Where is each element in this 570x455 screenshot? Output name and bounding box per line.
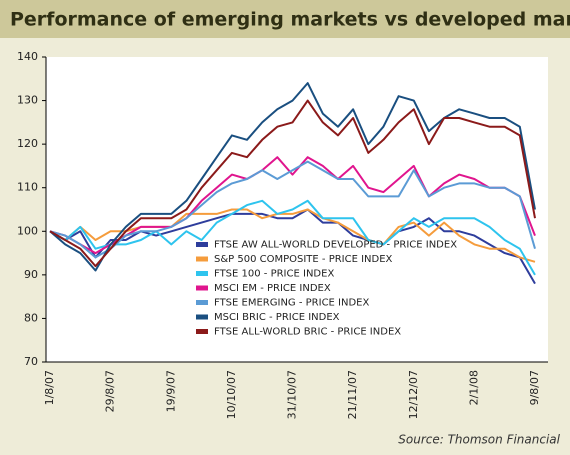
x-tick-label: 29/8/07 [104, 370, 117, 412]
legend-label: FTSE ALL-WORLD BRIC - PRICE INDEX [214, 327, 401, 338]
legend-label: S&P 500 COMPOSITE - PRICE INDEX [214, 254, 393, 265]
x-tick-label: 1/8/07 [43, 370, 56, 405]
y-tick-label: 120 [17, 137, 38, 150]
series-line [49, 199, 536, 276]
x-tick-label: 31/10/07 [286, 370, 299, 419]
legend-label: FTSE 100 - PRICE INDEX [214, 269, 334, 280]
legend-label: FTSE AW ALL-WORLD DEVELOPED - PRICE INDE… [214, 240, 457, 251]
legend-label: FTSE EMERGING - PRICE INDEX [214, 298, 369, 309]
y-tick-label: 110 [17, 181, 38, 194]
x-tick-label: 12/12/07 [407, 370, 420, 419]
y-tick-label: 90 [24, 268, 38, 281]
x-tick-label: 2/1/08 [467, 370, 480, 405]
legend-label: MSCI EM - PRICE INDEX [214, 283, 331, 294]
x-tick-label: 21/11/07 [346, 370, 359, 419]
series-line [49, 82, 536, 272]
series-line [49, 208, 536, 263]
y-tick-label: 70 [24, 355, 38, 368]
y-tick-label: 80 [24, 311, 38, 324]
title-bar [0, 0, 570, 38]
y-tick-label: 130 [17, 94, 38, 107]
x-tick-label: 10/10/07 [225, 370, 238, 419]
y-tick-label: 140 [17, 50, 38, 63]
source: Source: Thomson Financial [398, 433, 560, 447]
x-tick-label: 9/8/07 [528, 370, 541, 405]
chart-title: Performance of emerging markets vs devel… [10, 9, 570, 31]
legend-label: MSCI BRIC - PRICE INDEX [214, 312, 340, 323]
series-line [49, 160, 536, 259]
series-line [49, 99, 536, 268]
x-tick-label: 19/9/07 [164, 370, 177, 412]
plot-area [46, 57, 548, 362]
y-tick-label: 100 [17, 224, 38, 237]
series-line [49, 156, 536, 255]
